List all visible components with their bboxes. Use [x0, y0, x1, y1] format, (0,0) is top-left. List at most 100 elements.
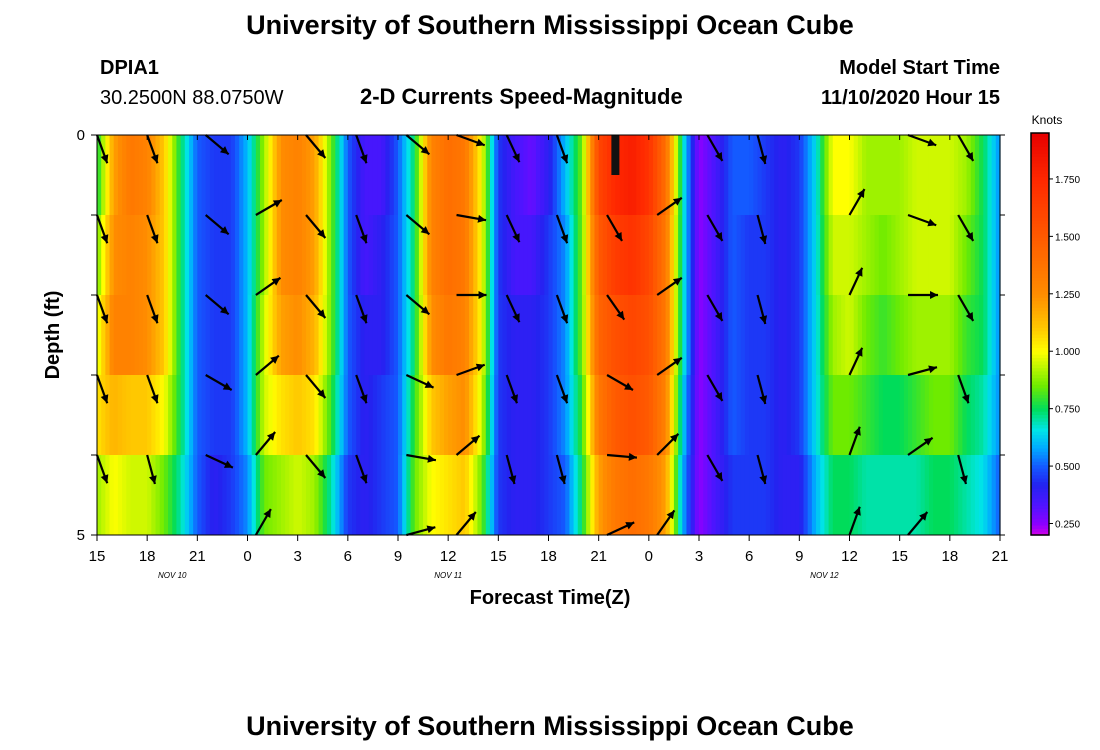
heatmap-cell: [255, 375, 261, 456]
heatmap-cell: [962, 135, 968, 216]
heatmap-cell: [682, 295, 688, 376]
current-arrow: [205, 454, 234, 469]
heatmap-cell: [979, 455, 984, 536]
colorbar-swatch: [1031, 213, 1049, 218]
colorbar-swatch: [1031, 243, 1049, 248]
heatmap-cell: [736, 375, 742, 456]
heatmap-cell: [728, 375, 734, 456]
heatmap-cell: [310, 215, 315, 296]
colorbar-swatch: [1031, 380, 1049, 385]
heatmap-cell: [891, 295, 897, 376]
x-tick-label: 21: [590, 548, 607, 565]
heatmap-cell: [293, 375, 299, 456]
heatmap-cell: [289, 295, 295, 376]
heatmap-cell: [648, 375, 654, 456]
heatmap-cell: [427, 375, 433, 456]
heatmap-cell: [506, 135, 512, 216]
heatmap-cell: [117, 455, 123, 536]
heatmap-cell: [954, 375, 959, 456]
heatmap-cell: [995, 375, 1001, 456]
heatmap-cell: [774, 295, 780, 376]
heatmap-cell: [523, 455, 529, 536]
heatmap-cell: [151, 135, 157, 216]
heatmap-cell: [347, 375, 353, 456]
heatmap-cell: [753, 295, 759, 376]
heatmap-cell: [552, 375, 558, 456]
current-arrow: [848, 267, 864, 296]
heatmap-cell: [908, 375, 913, 456]
heatmap-cell: [527, 295, 533, 376]
heatmap-cell: [828, 215, 834, 296]
heatmap-cell: [786, 135, 792, 216]
heatmap-cell: [887, 375, 892, 456]
heatmap-cell: [782, 135, 788, 216]
heatmap-cell: [502, 455, 508, 536]
heatmap-cell: [711, 295, 717, 376]
heatmap-cell: [728, 215, 734, 296]
heatmap-cell: [393, 295, 399, 376]
heatmap-cell: [928, 135, 934, 216]
heatmap-cell: [109, 215, 115, 296]
heatmap-cell: [385, 455, 391, 536]
heatmap-cell: [970, 135, 976, 216]
colorbar-swatch: [1031, 246, 1049, 251]
current-arrow: [957, 294, 975, 322]
colorbar-swatch: [1031, 186, 1049, 191]
heatmap-cell: [820, 135, 826, 216]
heatmap-cell: [724, 215, 729, 296]
heatmap-cell: [239, 455, 244, 536]
current-arrow: [146, 374, 159, 404]
current-arrow: [255, 354, 280, 376]
heatmap-cell: [653, 135, 658, 216]
heatmap-cell: [669, 135, 675, 216]
heatmap-cell: [243, 375, 249, 456]
heatmap-cell: [247, 215, 253, 296]
heatmap-cell: [732, 375, 738, 456]
heatmap-cell: [954, 455, 959, 536]
heatmap-cell: [151, 295, 157, 376]
heatmap-cell: [916, 375, 922, 456]
heatmap-cell: [640, 375, 646, 456]
heatmap-cell: [239, 215, 244, 296]
heatmap-cell: [510, 215, 516, 296]
heatmap-cell: [464, 295, 470, 376]
heatmap-cell: [163, 215, 169, 296]
heatmap-cell: [485, 455, 491, 536]
colorbar-swatch: [1031, 531, 1049, 536]
colorbar-swatch: [1031, 401, 1049, 405]
heatmap-cell: [134, 295, 140, 376]
plot-heading: 2-D Currents Speed-Magnitude: [360, 84, 683, 109]
heatmap-cell: [406, 295, 412, 376]
heatmap-cell: [807, 215, 813, 296]
colorbar-swatch: [1031, 189, 1049, 194]
heatmap-cell: [393, 455, 399, 536]
heatmap-cell: [836, 215, 842, 296]
heatmap-cell: [774, 455, 780, 536]
heatmap-cell: [590, 375, 596, 456]
heatmap-cell: [477, 375, 483, 456]
colorbar-swatch: [1031, 156, 1049, 161]
heatmap-cell: [126, 215, 132, 296]
heatmap-cell: [619, 135, 625, 216]
heatmap-cell: [184, 375, 190, 456]
heatmap-cell: [841, 215, 846, 296]
heatmap-cell: [556, 215, 562, 296]
current-arrow: [95, 294, 109, 324]
heatmap-cell: [845, 375, 851, 456]
heatmap-cell: [728, 295, 734, 376]
heatmap-cell: [519, 455, 525, 536]
colorbar-swatch: [1031, 280, 1049, 285]
heatmap-cell: [790, 375, 796, 456]
heatmap-cell: [381, 455, 387, 536]
heatmap-cell: [895, 135, 901, 216]
heatmap-cell: [816, 215, 821, 296]
x-tick-label: 18: [540, 548, 557, 565]
colorbar-swatch: [1031, 350, 1049, 355]
heatmap-cell: [540, 455, 545, 536]
heatmap-cell: [740, 455, 746, 536]
heatmap-cell: [264, 455, 270, 536]
heatmap-cell: [381, 135, 387, 216]
station-coords: 30.2500N 88.0750W: [100, 87, 284, 109]
heatmap-cell: [807, 455, 813, 536]
heatmap-cell: [168, 215, 173, 296]
